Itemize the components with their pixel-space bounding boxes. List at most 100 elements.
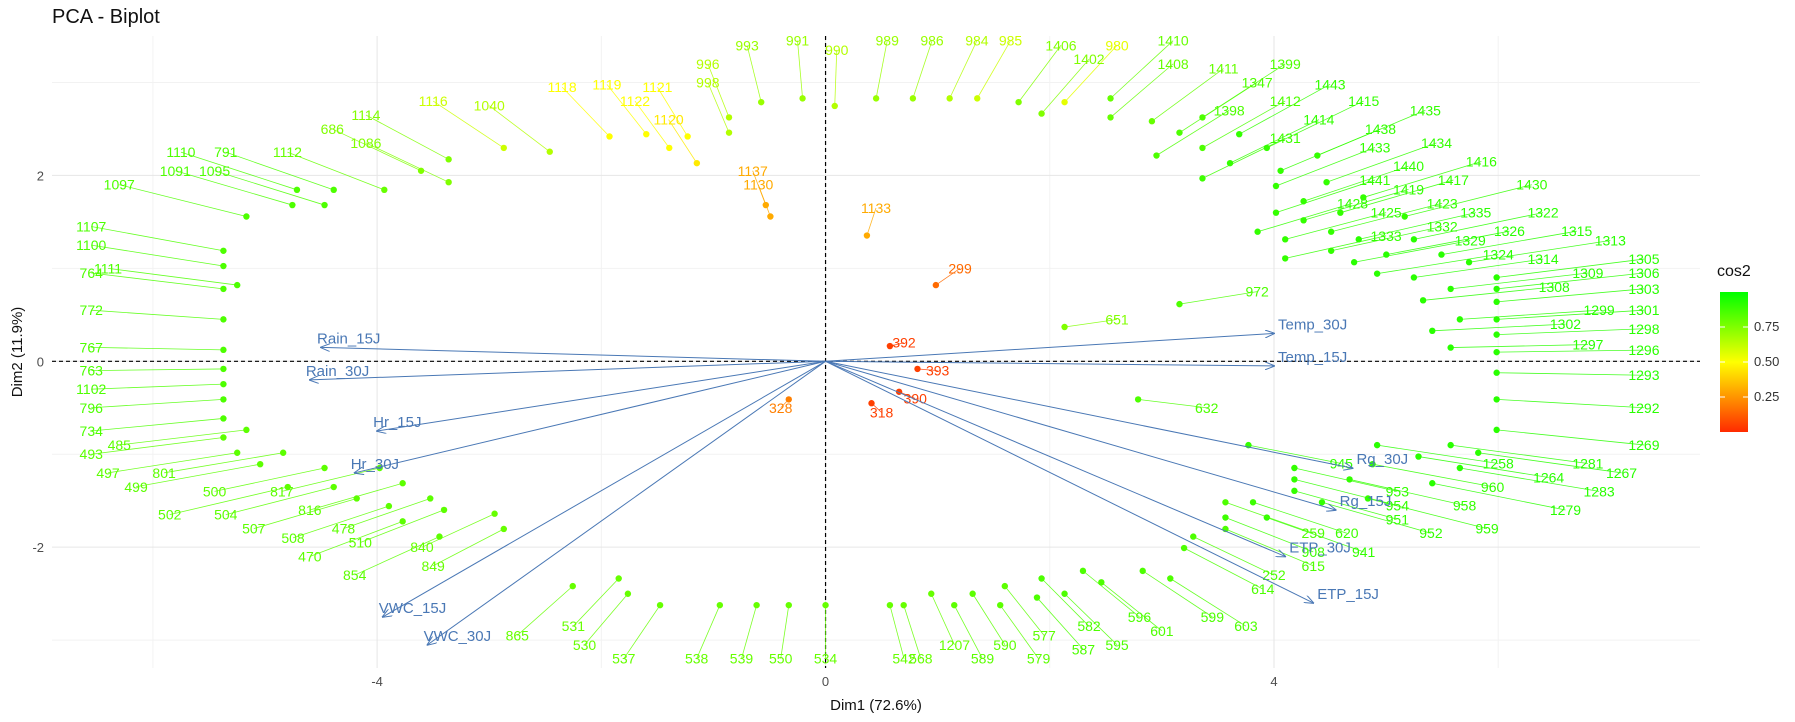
data-point [1061, 590, 1068, 597]
point-leader-line [1257, 202, 1353, 233]
variable-label: VWC_30J [424, 628, 492, 645]
point-leader-line [935, 268, 961, 286]
point-leader-line [1225, 528, 1314, 567]
point-leader-line [91, 418, 224, 432]
point-leader-line [1202, 100, 1286, 149]
point-leader-line [225, 486, 334, 516]
point-leader-line [1326, 142, 1437, 183]
point-leader-line [999, 604, 1039, 659]
point-label: 534 [814, 651, 838, 667]
data-point [279, 449, 287, 456]
data-point [1176, 300, 1183, 308]
point-label: 767 [80, 339, 104, 355]
point-label: 1314 [1527, 251, 1558, 267]
data-point [500, 525, 507, 533]
point-leader-line [1496, 399, 1644, 409]
point-label: 1121 [642, 79, 672, 95]
point-leader-line [108, 267, 238, 286]
point-label: 1399 [1270, 56, 1301, 72]
point-label: 259 [1302, 525, 1326, 541]
variable-label: Hr_30J [351, 456, 399, 473]
point-leader-line [1386, 230, 1510, 255]
point-leader-line [1004, 585, 1045, 636]
point-label: 849 [421, 558, 445, 574]
point-label: 772 [80, 302, 104, 318]
point-label: 980 [1105, 37, 1129, 53]
point-label: 651 [1105, 311, 1129, 327]
point-label: 1112 [273, 144, 302, 160]
data-point [1456, 316, 1464, 323]
point-leader-line [1496, 288, 1644, 303]
data-point [1190, 533, 1197, 540]
data-point [220, 285, 227, 293]
point-leader-line [1459, 467, 1600, 492]
data-point [1281, 236, 1289, 243]
data-point [234, 449, 241, 456]
point-label: 1091 [160, 163, 191, 179]
point-leader-line [432, 528, 504, 567]
point-label: 1309 [1572, 265, 1603, 281]
point-leader-line [1170, 578, 1247, 627]
point-leader-line [1358, 212, 1476, 240]
data-point [1419, 297, 1427, 304]
point-label: 595 [1105, 637, 1129, 653]
point-leader-line [903, 605, 922, 659]
point-leader-line [1183, 547, 1263, 590]
point-leader-line [1225, 501, 1314, 534]
variable-arrow [825, 333, 1274, 362]
point-label: 530 [573, 637, 597, 653]
data-point [399, 480, 406, 487]
point-label: 502 [158, 507, 182, 523]
data-point [1272, 209, 1280, 216]
point-leader-line [584, 593, 629, 646]
point-leader-line [1496, 372, 1644, 376]
data-point [1139, 567, 1146, 575]
point-label: 991 [786, 33, 810, 49]
point-label: 1428 [1337, 195, 1368, 211]
point-label: 985 [999, 33, 1023, 49]
point-label: 1332 [1427, 219, 1458, 235]
data-point [951, 601, 958, 609]
x-axis-label: Dim1 (72.6%) [830, 697, 922, 714]
y-tick-label: -2 [32, 540, 44, 555]
point-label: 960 [1481, 479, 1505, 495]
point-label: 507 [242, 521, 266, 537]
data-point [1281, 255, 1289, 262]
point-leader-line [949, 40, 978, 99]
point-leader-line [1331, 202, 1443, 233]
variable-label: VWC_15J [379, 600, 447, 617]
point-label: 953 [1386, 483, 1410, 499]
point-label: 1120 [654, 112, 684, 128]
point-label: 1419 [1393, 181, 1424, 197]
data-point [1079, 567, 1087, 575]
data-point [725, 114, 733, 121]
point-label: 840 [410, 539, 434, 555]
data-point [1226, 159, 1234, 167]
data-point [928, 590, 935, 597]
point-leader-line [292, 505, 390, 539]
point-leader-line [225, 151, 334, 191]
point-leader-line [1225, 517, 1314, 553]
point-label: 1414 [1303, 112, 1334, 128]
variable-arrow [310, 360, 826, 380]
point-label: 590 [993, 637, 1017, 653]
point-label: 1114 [351, 107, 380, 123]
point-label: 1306 [1628, 265, 1659, 281]
point-leader-line [707, 82, 730, 133]
point-leader-line [1377, 254, 1499, 275]
point-label: 984 [965, 33, 989, 49]
point-label: 764 [80, 265, 104, 281]
point-label: 1398 [1214, 102, 1245, 118]
point-label: 990 [825, 42, 849, 58]
data-point [243, 426, 250, 434]
point-leader-line [365, 114, 449, 160]
point-leader-line [1239, 83, 1331, 135]
point-leader-line [287, 151, 385, 191]
data-point [1222, 499, 1229, 506]
x-tick-label: 0 [822, 674, 829, 689]
data-point [1493, 298, 1500, 306]
point-label: 1438 [1365, 121, 1396, 137]
point-leader-line [1294, 467, 1398, 492]
point-label: 579 [1027, 651, 1051, 667]
